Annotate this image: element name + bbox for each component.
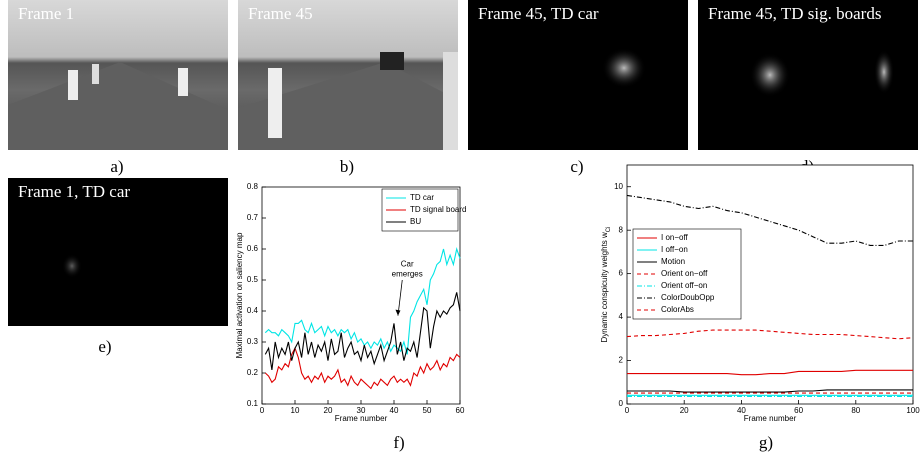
x-tick-label: 100: [906, 406, 920, 415]
panel-caption: Frame 45: [248, 4, 313, 23]
x-tick-label: 40: [390, 406, 399, 415]
panel-label: a): [110, 157, 123, 176]
legend-label: ColorAbs: [661, 305, 694, 314]
y-axis-label-main: Maximal activation on saliency map: [235, 232, 244, 358]
y-tick-label: 0: [619, 399, 624, 408]
x-tick-label: 60: [794, 406, 803, 415]
image-d: [698, 0, 918, 150]
x-tick-label: 10: [291, 406, 300, 415]
series-line: [627, 369, 913, 376]
x-tick-label: 30: [357, 406, 366, 415]
y-tick-label: 4: [619, 312, 624, 321]
image-b: [238, 0, 458, 150]
annotation: Car: [401, 260, 414, 269]
y-tick-label: 0.8: [247, 182, 259, 191]
legend-label: Orient on−off: [661, 269, 708, 278]
panel-caption: Frame 45, TD sig. boards: [708, 4, 881, 23]
y-tick-label: 6: [619, 269, 624, 278]
x-axis-label: Frame number: [744, 414, 797, 423]
x-tick-label: 40: [737, 406, 746, 415]
y-tick-label: 0.6: [247, 244, 259, 253]
y-tick-label: 10: [614, 182, 623, 191]
annotation-arrow: [397, 279, 403, 316]
legend-label: I off−on: [661, 245, 688, 254]
x-tick-label: 20: [680, 406, 689, 415]
y-tick-label: 0.3: [247, 337, 259, 346]
y-tick-label: 0.7: [247, 213, 259, 222]
series-line: [264, 246, 461, 355]
y-axis-label: Maximal activation on saliency map: [235, 232, 244, 358]
y-tick-label: 0.5: [247, 275, 259, 284]
x-tick-label: 0: [625, 406, 630, 415]
legend-label: Motion: [661, 257, 685, 266]
panel-label: e): [98, 337, 111, 356]
series-line: [627, 389, 913, 393]
x-tick-label: 50: [423, 406, 432, 415]
y-axis-label-sub: Ci: [606, 227, 612, 233]
series-line: [264, 292, 461, 370]
y-axis-label-main: Dynamic conspicuity weights w: [600, 232, 609, 342]
image-e: [8, 178, 228, 326]
series-line: [264, 346, 461, 390]
panel-label: b): [340, 157, 354, 176]
legend-label: BU: [410, 217, 421, 226]
legend-label: TD signal board: [410, 205, 466, 214]
x-tick-label: 80: [851, 406, 860, 415]
y-tick-label: 0.2: [247, 368, 259, 377]
x-tick-label: 0: [260, 406, 265, 415]
y-tick-label: 8: [619, 225, 624, 234]
panel-caption: Frame 1: [18, 4, 74, 23]
y-tick-label: 2: [619, 356, 624, 365]
y-axis-label: Dynamic conspicuity weights wCi: [600, 227, 611, 343]
chart-label: f): [393, 433, 404, 452]
x-tick-label: 20: [324, 406, 333, 415]
annotation-arrowhead: [395, 309, 401, 316]
legend-label: Orient off−on: [661, 281, 707, 290]
x-tick-label: 60: [456, 406, 465, 415]
legend-label: TD car: [410, 193, 434, 202]
legend-label: I on−off: [661, 233, 689, 242]
chart-label: g): [759, 433, 773, 452]
panel-caption: Frame 45, TD car: [478, 4, 599, 23]
image-a: [8, 0, 228, 150]
y-tick-label: 0.4: [247, 306, 259, 315]
x-axis-label: Frame number: [335, 414, 388, 423]
series-line: [626, 329, 914, 340]
panel-label: c): [570, 157, 583, 176]
y-tick-label: 0.1: [247, 399, 259, 408]
legend-label: ColorDoubOpp: [661, 293, 715, 302]
image-c: [468, 0, 688, 150]
annotation: emerges: [392, 270, 423, 279]
panel-caption: Frame 1, TD car: [18, 182, 130, 201]
